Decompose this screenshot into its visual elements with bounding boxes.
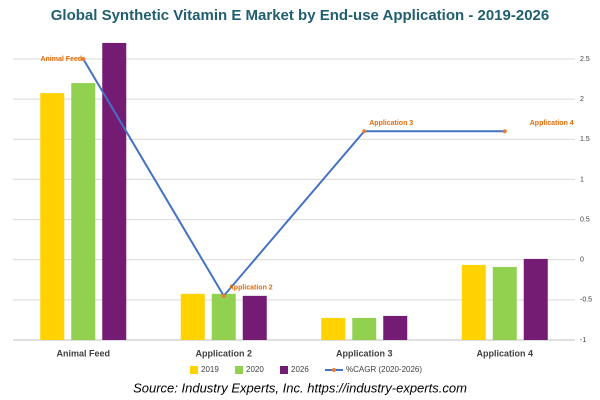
legend-label: 2020: [246, 365, 264, 374]
line: [82, 58, 505, 298]
legend-swatch: [280, 366, 288, 374]
bar: [461, 264, 486, 340]
y2-tick-label: 2: [580, 96, 584, 103]
bar: [40, 93, 65, 340]
y2-tick-label: 1.5: [580, 136, 590, 143]
bar: [180, 293, 205, 340]
x-tick-label: Application 3: [336, 348, 393, 358]
marker: [221, 293, 226, 298]
chart-title: Global Synthetic Vitamin E Market by End…: [51, 7, 549, 24]
legend-swatch: [190, 366, 198, 374]
bar: [211, 293, 236, 340]
x-tick-label: Application 4: [476, 348, 533, 358]
marker: [502, 129, 507, 134]
bar: [321, 317, 346, 340]
bar: [242, 295, 267, 340]
x-tick-label: Application 2: [195, 348, 252, 358]
legend-swatch: [235, 366, 243, 374]
annotation: Application 3: [369, 120, 413, 127]
bar: [102, 42, 127, 340]
marker: [81, 57, 86, 61]
bar: [71, 83, 96, 340]
marker: [362, 129, 367, 134]
y2-tick-label: -1: [580, 337, 586, 344]
bar: [492, 266, 517, 340]
y2-tick-label: -0.5: [580, 297, 592, 304]
legend-label: 2026: [291, 365, 309, 374]
y2-tick-label: 0.5: [580, 216, 590, 223]
y2-tick-label: 0: [580, 257, 584, 264]
legend-marker: [332, 368, 336, 372]
y2-tick-label: 2.5: [580, 56, 590, 63]
source: Source: Industry Experts, Inc. https://i…: [133, 380, 467, 395]
legend-label: %CAGR (2020-2026): [346, 365, 422, 374]
bar: [383, 315, 408, 340]
bar: [352, 317, 377, 340]
x-tick-label: Animal Feed: [56, 348, 110, 358]
annotation: Animal Feed: [40, 56, 82, 63]
y2-tick-label: 1: [580, 176, 584, 183]
annotation: Application 2: [229, 285, 273, 292]
bar: [523, 258, 548, 340]
legend-label: 2019: [201, 365, 219, 374]
annotation: Application 4: [530, 120, 574, 127]
